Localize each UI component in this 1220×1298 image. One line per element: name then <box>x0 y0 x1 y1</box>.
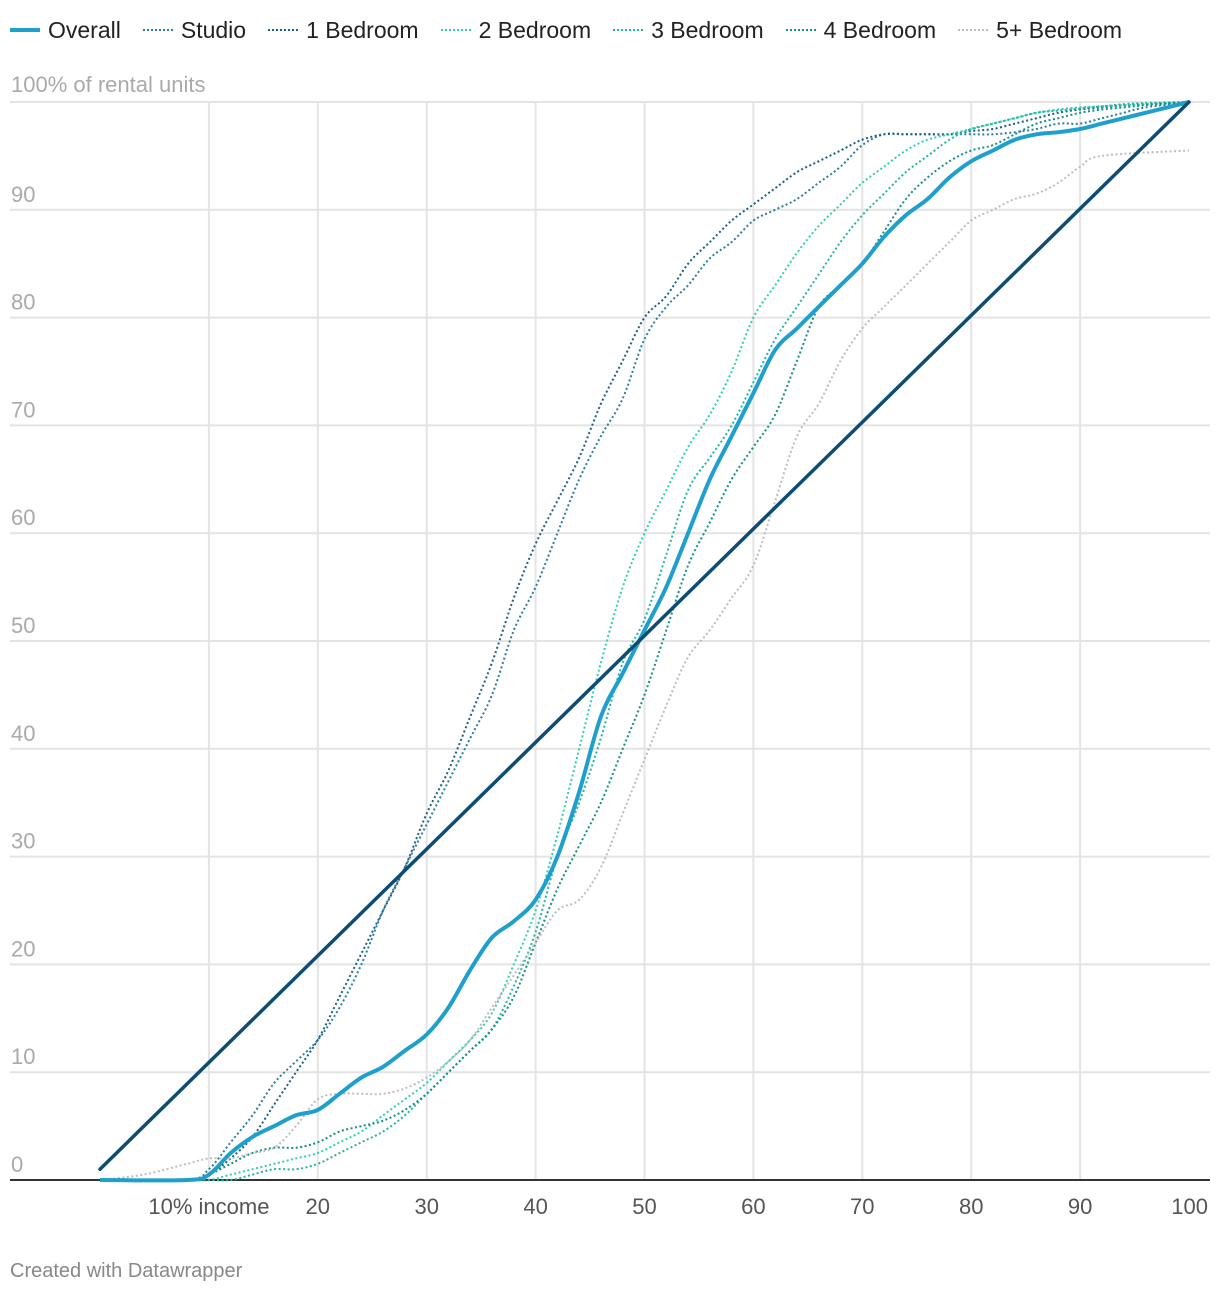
reference-line <box>98 100 1191 1171</box>
series-line-1-bedroom <box>99 101 1190 1182</box>
series-line-studio <box>99 101 1190 1182</box>
legend-item: 4 Bedroom <box>785 16 937 44</box>
legend-label: 3 Bedroom <box>651 16 764 43</box>
x-tick-label: 30 <box>414 1194 438 1219</box>
legend-swatch <box>268 29 299 31</box>
series-lines <box>99 100 1190 1183</box>
legend-label: Studio <box>180 16 247 43</box>
legend-label: 5+ Bedroom <box>996 16 1123 43</box>
x-tick-label: 40 <box>523 1194 547 1219</box>
legend-item: 5+ Bedroom <box>958 17 1122 44</box>
legend-item: Overall <box>10 17 121 44</box>
equality-reference-line <box>98 100 1191 1171</box>
series-line-5-bedroom <box>99 149 1190 1181</box>
legend-item: 1 Bedroom <box>268 17 419 44</box>
legend-swatch <box>142 29 173 31</box>
y-tick-label: 10 <box>11 1044 35 1069</box>
legend-label: 4 Bedroom <box>823 16 937 43</box>
y-tick-label: 60 <box>11 505 35 530</box>
line-chart: 0 10 20 30 40 50 60 70 80 90 10% income 20 30 40 50 60… <box>10 72 1210 1219</box>
footer-credit: Created with Datawrapper <box>10 1260 243 1282</box>
x-tick-label: 90 <box>1068 1194 1092 1219</box>
legend-swatch <box>785 29 816 31</box>
legend-swatch <box>10 28 40 32</box>
y-tick-label: 40 <box>11 721 35 746</box>
legend-item: 3 Bedroom <box>613 17 764 44</box>
legend-swatch <box>613 29 644 31</box>
y-tick-label: 30 <box>11 829 35 854</box>
x-tick-label: 10% income <box>148 1194 269 1219</box>
legend-label: 1 Bedroom <box>306 16 419 43</box>
series-line-overall <box>99 100 1190 1183</box>
x-tick-label: 80 <box>959 1194 983 1219</box>
y-tick-label: 80 <box>11 290 35 315</box>
y-tick-label: 70 <box>11 397 35 422</box>
gridlines <box>10 101 1210 1181</box>
legend-item: Studio <box>142 16 247 44</box>
y-axis-ticks: 0 10 20 30 40 50 60 70 80 90 <box>11 182 35 1177</box>
x-axis-ticks: 10% income 20 30 40 50 60 70 80 90 100 <box>148 1194 1208 1219</box>
legend-item: 2 Bedroom <box>440 16 592 44</box>
x-tick-label: 70 <box>850 1194 874 1219</box>
y-axis-top-label: 100% of rental units <box>11 72 205 97</box>
series-line-4-bedroom <box>99 101 1190 1182</box>
y-tick-label: 50 <box>11 613 35 638</box>
x-tick-label: 60 <box>741 1194 765 1219</box>
x-tick-label: 100 <box>1171 1194 1208 1219</box>
y-tick-label: 0 <box>11 1152 23 1177</box>
x-tick-label: 50 <box>632 1194 656 1219</box>
series-line-3-bedroom <box>100 101 1190 1182</box>
y-tick-label: 20 <box>11 936 35 961</box>
legend-swatch <box>958 29 989 31</box>
x-tick-label: 20 <box>306 1194 330 1219</box>
legend-label: Overall <box>48 16 121 43</box>
y-tick-label: 90 <box>11 182 35 207</box>
legend-swatch <box>440 29 471 31</box>
legend-label: 2 Bedroom <box>478 16 592 43</box>
legend: Overall Studio 1 Bedroom 2 Bedroom 3 Bedroom… <box>10 14 1122 46</box>
